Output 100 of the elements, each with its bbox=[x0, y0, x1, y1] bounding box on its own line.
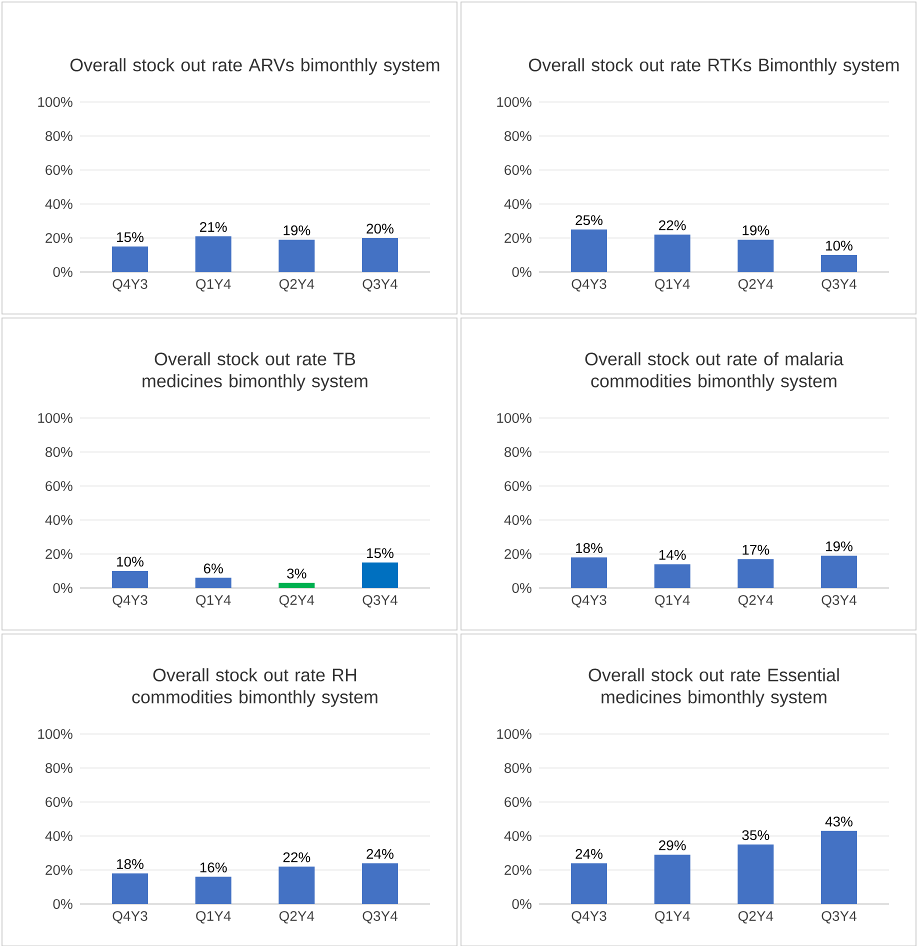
chart-title: Overall stock out rate ARVs bimonthly system bbox=[70, 58, 440, 75]
y-tick-label: 60% bbox=[504, 165, 532, 175]
x-tick-label: Q3Y4 bbox=[822, 595, 856, 608]
x-tick-label: Q1Y4 bbox=[196, 279, 231, 292]
bar bbox=[112, 873, 148, 904]
y-tick-label: 40% bbox=[504, 199, 532, 209]
data-label: 19% bbox=[284, 225, 310, 236]
data-label: 6% bbox=[204, 564, 223, 574]
x-tick-label: Q3Y4 bbox=[362, 279, 398, 292]
bar bbox=[654, 564, 690, 588]
bar bbox=[571, 557, 608, 588]
chart-title: Overall stock out rate RH commodities bimonthly system bbox=[132, 668, 378, 707]
y-tick-label: 80% bbox=[46, 447, 72, 457]
y-tick-label: 0% bbox=[512, 583, 532, 593]
x-tick-label: Q4Y3 bbox=[572, 911, 606, 924]
x-tick-label: Q4Y3 bbox=[572, 595, 606, 608]
x-tick-label: Q2Y4 bbox=[738, 911, 774, 924]
bar bbox=[195, 578, 232, 588]
bar bbox=[112, 246, 148, 272]
x-tick-label: Q3Y4 bbox=[362, 911, 398, 924]
bar bbox=[278, 240, 315, 272]
data-label: 10% bbox=[826, 240, 853, 251]
y-tick-label: 40% bbox=[45, 199, 72, 209]
x-tick-label: Q4Y3 bbox=[112, 911, 148, 924]
y-tick-label: 80% bbox=[46, 763, 72, 773]
x-tick-label: Q2Y4 bbox=[738, 279, 774, 292]
data-label: 24% bbox=[576, 848, 603, 859]
x-tick-label: Q1Y4 bbox=[655, 595, 690, 608]
y-tick-label: 40% bbox=[504, 831, 532, 841]
bar bbox=[362, 863, 398, 904]
y-tick-label: 0% bbox=[53, 899, 72, 909]
bar bbox=[738, 240, 774, 272]
bar bbox=[362, 238, 398, 272]
bar bbox=[820, 830, 857, 904]
x-tick-label: Q2Y4 bbox=[738, 595, 774, 608]
y-tick-label: 100% bbox=[497, 97, 532, 107]
x-tick-label: Q4Y3 bbox=[112, 595, 148, 608]
x-tick-label: Q1Y4 bbox=[196, 911, 231, 924]
y-tick-label: 80% bbox=[504, 447, 532, 457]
data-label: 17% bbox=[742, 544, 770, 555]
y-tick-label: 100% bbox=[497, 413, 532, 423]
y-tick-label: 20% bbox=[46, 233, 72, 243]
bar bbox=[112, 571, 148, 588]
chart-title: Overall stock out rate Essential medicines bimonthly system bbox=[588, 668, 839, 707]
bar bbox=[820, 556, 857, 588]
bar bbox=[362, 562, 398, 588]
y-tick-label: 100% bbox=[497, 729, 532, 739]
data-label: 18% bbox=[576, 543, 603, 553]
x-tick-label: Q2Y4 bbox=[279, 279, 314, 292]
data-label: 18% bbox=[117, 859, 144, 869]
bar bbox=[195, 236, 232, 272]
y-tick-label: 60% bbox=[504, 797, 532, 807]
y-tick-label: 60% bbox=[504, 481, 532, 491]
data-label: 16% bbox=[200, 862, 227, 872]
x-tick-label: Q4Y3 bbox=[572, 279, 606, 292]
bar bbox=[738, 844, 774, 904]
bar bbox=[654, 234, 690, 272]
y-tick-label: 0% bbox=[53, 583, 72, 593]
chart-title: Overall stock out rate of malaria commodities bimonthly system bbox=[585, 352, 844, 391]
data-label: 25% bbox=[576, 215, 603, 226]
y-tick-label: 40% bbox=[45, 515, 72, 525]
bar bbox=[278, 866, 315, 904]
y-tick-label: 80% bbox=[46, 131, 72, 141]
data-label: 15% bbox=[367, 548, 394, 558]
chart-title: Overall stock out rate TB medicines bimonthly system bbox=[142, 352, 368, 391]
y-tick-label: 0% bbox=[512, 267, 532, 277]
y-tick-label: 0% bbox=[512, 899, 532, 909]
data-label: 29% bbox=[659, 840, 686, 850]
bar bbox=[278, 582, 315, 588]
y-tick-label: 100% bbox=[38, 413, 72, 423]
y-tick-label: 60% bbox=[46, 165, 72, 175]
y-tick-label: 60% bbox=[46, 481, 72, 491]
data-label: 20% bbox=[366, 224, 394, 234]
x-tick-label: Q2Y4 bbox=[279, 595, 314, 608]
data-label: 24% bbox=[366, 848, 394, 859]
y-tick-label: 80% bbox=[504, 131, 532, 141]
y-tick-label: 20% bbox=[504, 549, 532, 559]
bar bbox=[738, 559, 774, 588]
bar bbox=[654, 854, 690, 904]
x-tick-label: Q1Y4 bbox=[655, 279, 690, 292]
bar bbox=[571, 863, 608, 904]
data-label: 21% bbox=[200, 222, 227, 232]
data-label: 14% bbox=[659, 550, 686, 560]
y-tick-label: 40% bbox=[504, 515, 532, 525]
data-label: 19% bbox=[742, 225, 770, 236]
x-tick-label: Q4Y3 bbox=[112, 279, 148, 292]
x-tick-label: Q1Y4 bbox=[196, 595, 231, 608]
data-label: 10% bbox=[117, 556, 144, 567]
y-tick-label: 20% bbox=[504, 233, 532, 243]
y-tick-label: 0% bbox=[53, 267, 72, 277]
data-label: 19% bbox=[826, 541, 853, 552]
chart-title: Overall stock out rate RTKs Bimonthly system bbox=[528, 58, 899, 75]
x-tick-label: Q3Y4 bbox=[362, 595, 398, 608]
data-label: 35% bbox=[742, 830, 770, 840]
data-label: 43% bbox=[825, 816, 853, 826]
bar bbox=[195, 876, 232, 904]
y-tick-label: 20% bbox=[46, 549, 72, 559]
data-label: 15% bbox=[117, 232, 144, 242]
y-tick-label: 40% bbox=[45, 831, 72, 841]
x-tick-label: Q3Y4 bbox=[822, 279, 856, 292]
